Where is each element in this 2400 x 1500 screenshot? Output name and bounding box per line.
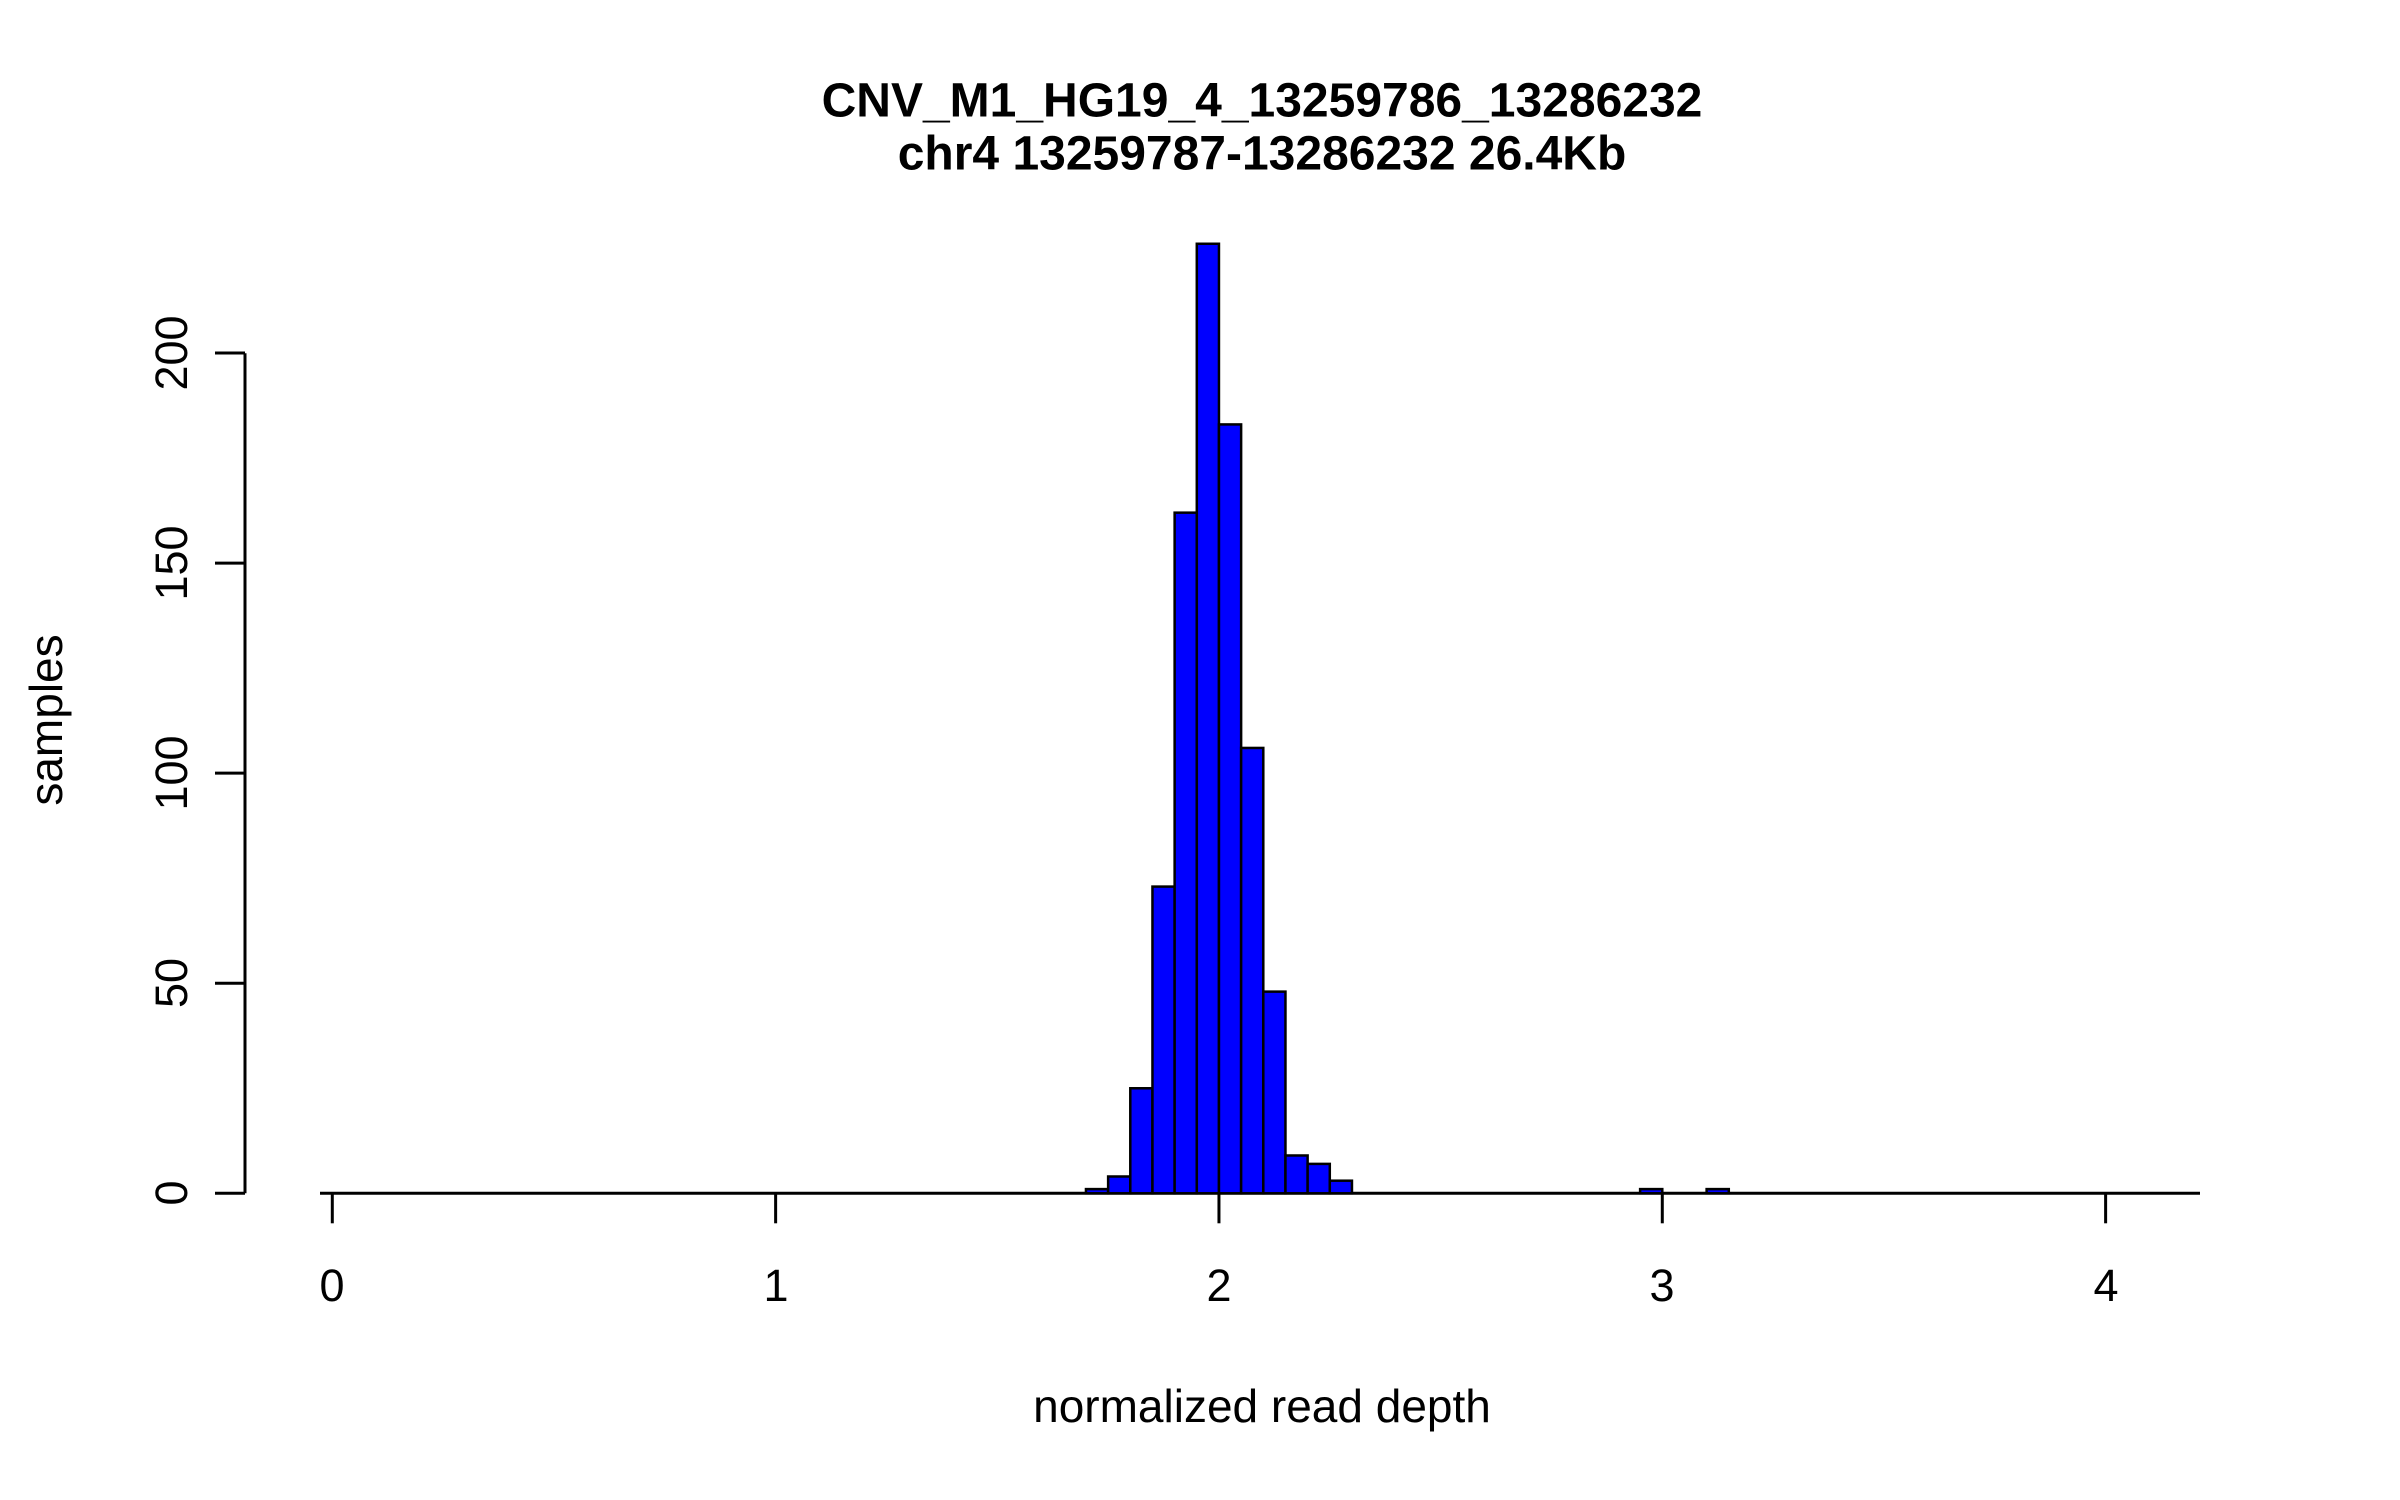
chart-title: CNV_M1_HG19_4_13259786_13286232 [821, 74, 1703, 128]
y-tick-label: 0 [146, 1180, 197, 1206]
x-axis-label: normalized read depth [1033, 1380, 1491, 1432]
histogram-bar [1705, 1187, 1731, 1195]
x-tick-label: 3 [1649, 1260, 1675, 1311]
chart-subtitle: chr4 13259787-13286232 26.4Kb [897, 127, 1627, 181]
histogram-bar [1173, 511, 1199, 1195]
histogram-bar [1084, 1187, 1110, 1195]
y-axis-label: samples [20, 634, 72, 806]
histogram-bar [1217, 423, 1243, 1195]
histogram-bar [1129, 1087, 1154, 1195]
histogram-bar [1328, 1179, 1354, 1195]
y-tick-label: 100 [146, 735, 197, 811]
histogram-bar [1284, 1154, 1309, 1195]
histogram-bar [1106, 1175, 1132, 1195]
histogram-bar [1638, 1187, 1664, 1195]
histogram-bar [1262, 990, 1287, 1195]
y-tick-label: 200 [146, 315, 197, 391]
x-tick-label: 0 [319, 1260, 345, 1311]
y-tick-label: 150 [146, 525, 197, 601]
x-tick-label: 2 [1206, 1260, 1232, 1311]
x-tick-label: 4 [2093, 1260, 2119, 1311]
x-tick-label: 1 [763, 1260, 789, 1311]
histogram-bar [1195, 242, 1221, 1195]
histogram-bar [1239, 746, 1265, 1195]
histogram-bar [1306, 1162, 1332, 1195]
y-tick-label: 50 [146, 957, 197, 1009]
histogram-bar [1151, 885, 1176, 1195]
